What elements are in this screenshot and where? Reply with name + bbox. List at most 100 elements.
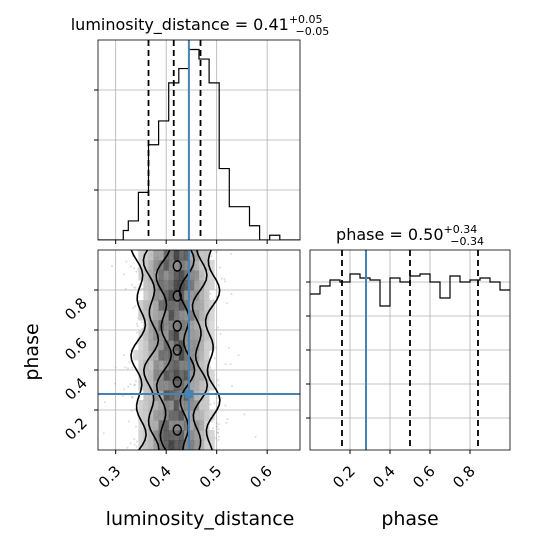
density-cell [143, 330, 149, 341]
density-cell [183, 410, 190, 421]
density-cell [148, 280, 154, 291]
scatter-point [114, 382, 117, 385]
title-phase: phase = 0.50+0.34 −0.34 [336, 223, 484, 248]
scatter-point [133, 443, 136, 446]
scatter-point [225, 302, 228, 305]
density-cell [199, 280, 205, 291]
density-cell [168, 260, 175, 271]
density-cell [143, 390, 149, 401]
density-cell [178, 420, 185, 431]
density-cell [143, 410, 149, 421]
scatter-point [211, 427, 214, 430]
density-cell [168, 280, 175, 291]
density-cell [168, 380, 175, 391]
scatter-point [217, 438, 220, 441]
density-cell [168, 430, 175, 441]
density-cell [188, 250, 195, 261]
density-cell [158, 260, 165, 271]
density-cell [163, 340, 170, 351]
joint-xtick-label-3: 0.6 [246, 462, 276, 492]
density-cell [133, 350, 139, 361]
density-cell [158, 440, 165, 450]
density-cell [158, 360, 165, 371]
density-cell [168, 440, 175, 450]
contour-blob-5 [172, 424, 182, 436]
scatter-point [231, 385, 233, 387]
density-cell [178, 350, 185, 361]
density-cell [204, 250, 210, 261]
density-cell [153, 360, 160, 371]
scatter-point [219, 333, 222, 336]
density-cell [148, 420, 154, 431]
density-cell [209, 380, 215, 391]
density-cell [143, 290, 149, 301]
density-cell [188, 320, 195, 331]
density-cell [168, 310, 175, 321]
density-cell [178, 410, 185, 421]
density-cell [193, 260, 200, 271]
density-cell [143, 420, 149, 431]
density-cell [153, 370, 160, 381]
density-cell [193, 380, 200, 391]
density-cell [168, 340, 175, 351]
density-cell [188, 360, 195, 371]
title-ld-sup: +0.05 [289, 13, 323, 26]
density-cell [173, 360, 180, 371]
scatter-point [125, 260, 128, 263]
density-cell [143, 360, 149, 371]
density-cell [199, 270, 205, 281]
scatter-point [254, 435, 257, 438]
density-cell [188, 290, 195, 301]
density-cell [209, 430, 215, 441]
scatter-point [103, 401, 106, 404]
density-cell [163, 440, 170, 450]
scatter-point [126, 367, 129, 370]
scatter-point [131, 396, 134, 399]
density-cell [138, 310, 144, 321]
density-cell [193, 270, 200, 281]
scatter-point [215, 437, 217, 440]
density-cell [209, 260, 215, 271]
density-cell [173, 400, 180, 411]
density-cell [188, 410, 195, 421]
density-cell [148, 310, 154, 321]
density-cell [173, 280, 180, 291]
density-cell [188, 330, 195, 341]
density-cell [153, 300, 160, 311]
density-cell [163, 310, 170, 321]
density-cell [193, 410, 200, 421]
luminosity-distance-hist-line [98, 48, 300, 240]
scatter-point [123, 273, 125, 276]
density-cell [204, 280, 210, 291]
density-cell [138, 250, 144, 261]
density-cell [138, 420, 144, 431]
joint-injection-marker [184, 390, 193, 398]
density-cell [209, 320, 215, 331]
density-cell [183, 250, 190, 261]
scatter-point [134, 380, 137, 383]
density-cell [143, 270, 149, 281]
scatter-point [225, 421, 228, 424]
scatter-point [216, 425, 219, 428]
right-xtick-label-2: 0.6 [409, 462, 439, 492]
density-cell [178, 310, 185, 321]
joint-xtick-label-0: 0.3 [95, 462, 125, 492]
density-cell [199, 380, 205, 391]
scatter-point [128, 361, 131, 364]
density-cell [178, 430, 185, 441]
density-cell [138, 300, 144, 311]
scatter-point [136, 331, 139, 334]
scatter-point [134, 305, 137, 307]
density-cell [199, 370, 205, 381]
scatter-point [136, 440, 138, 443]
density-cell [193, 300, 200, 311]
scatter-point [134, 286, 137, 289]
scatter-point [133, 286, 136, 289]
density-cell [199, 260, 205, 271]
density-cell [168, 300, 175, 311]
scatter-point [226, 418, 229, 420]
scatter-point [123, 354, 125, 357]
density-cell [199, 420, 205, 431]
density-cell [168, 250, 175, 261]
density-cell [199, 390, 205, 401]
